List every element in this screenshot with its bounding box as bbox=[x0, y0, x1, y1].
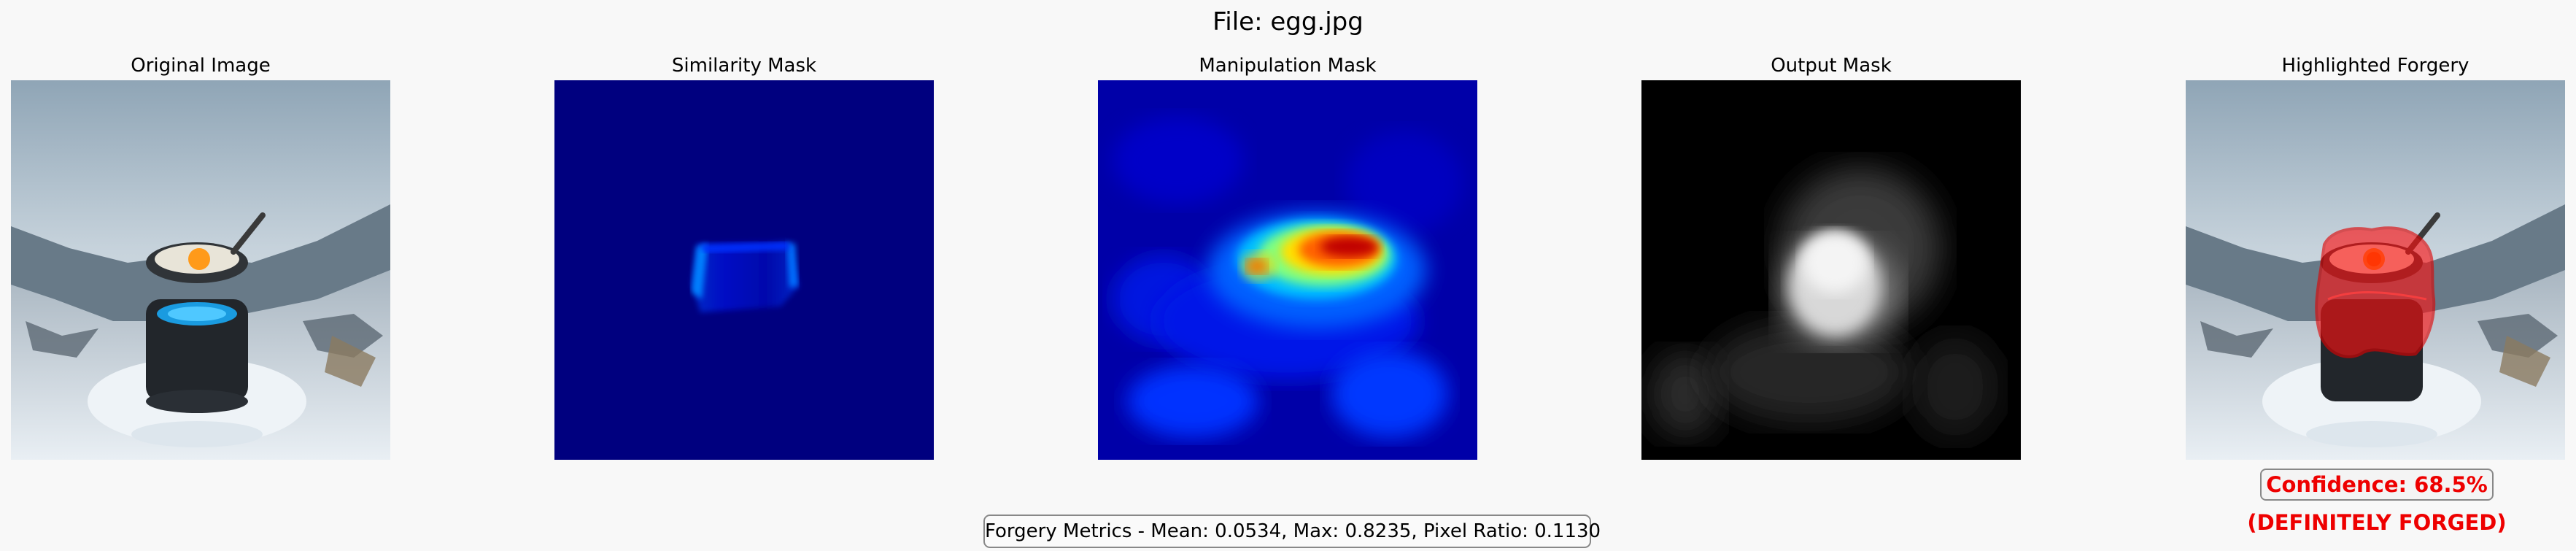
highlighted-forgery-panel: Highlighted Forgery bbox=[2186, 51, 2565, 460]
similarity-mask-image bbox=[554, 80, 934, 460]
confidence-label: Confidence: 68.5% bbox=[2260, 469, 2494, 501]
highlighted-forgery-title: Highlighted Forgery bbox=[2281, 55, 2469, 77]
original-image bbox=[11, 80, 390, 460]
manipulation-mask-title: Manipulation Mask bbox=[1199, 55, 1377, 77]
similarity-mask-title: Similarity Mask bbox=[671, 55, 817, 77]
forgery-metrics: Forgery Metrics - Mean: 0.0534, Max: 0.8… bbox=[983, 515, 1601, 548]
figure-title: File: egg.jpg bbox=[1212, 7, 1364, 36]
original-image-panel: Original Image bbox=[11, 51, 390, 460]
manipulation-mask-panel: Manipulation Mask bbox=[1098, 51, 1477, 460]
similarity-mask-panel: Similarity Mask bbox=[554, 51, 934, 460]
manipulation-mask-image bbox=[1098, 80, 1477, 460]
output-mask-image bbox=[1641, 80, 2021, 460]
output-mask-panel: Output Mask bbox=[1641, 51, 2021, 460]
forgery-verdict: (DEFINITELY FORGED) bbox=[2247, 510, 2507, 535]
output-mask-title: Output Mask bbox=[1771, 55, 1892, 77]
original-image-title: Original Image bbox=[131, 55, 271, 77]
highlighted-forgery-image bbox=[2186, 80, 2565, 460]
